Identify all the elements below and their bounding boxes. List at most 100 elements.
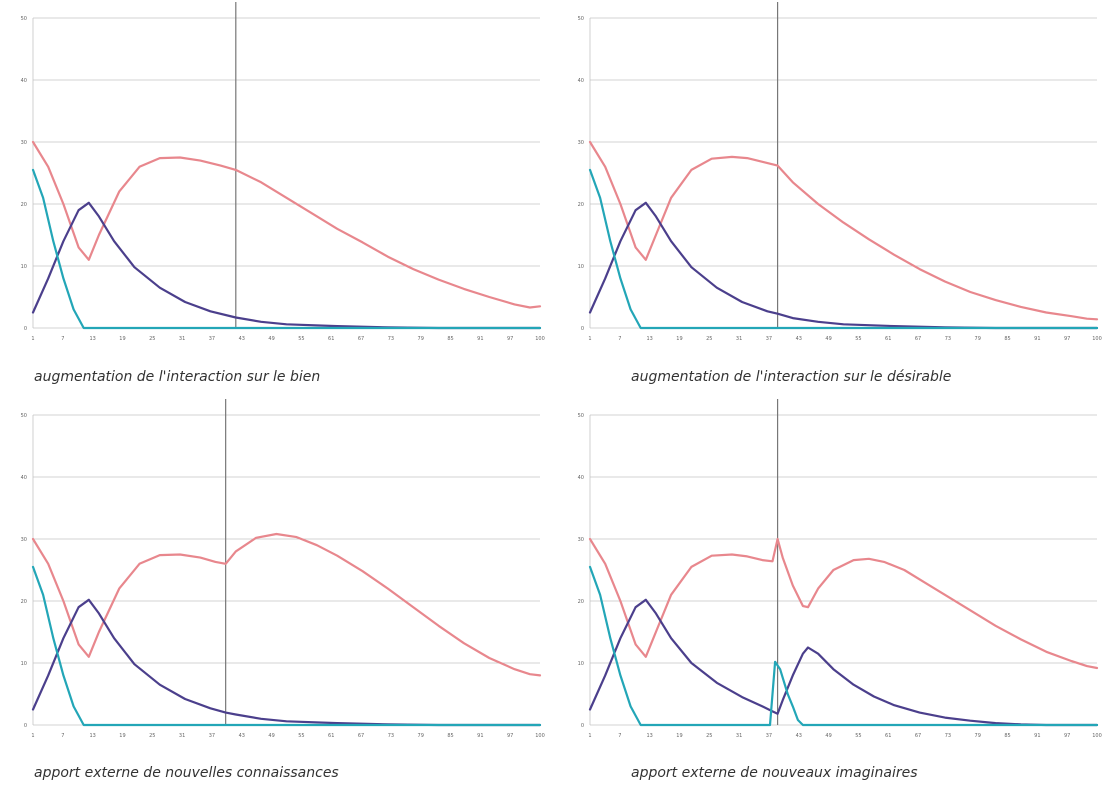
chart-caption-1: augmentation de l'interaction sur le bie… <box>34 369 321 385</box>
x-tick-label: 73 <box>945 733 951 739</box>
chart-caption-2: augmentation de l'interaction sur le dés… <box>631 369 952 385</box>
x-tick-label: 85 <box>447 733 453 739</box>
series-line-pink <box>588 537 1099 670</box>
x-tick-label: 55 <box>298 733 304 739</box>
x-tick-label: 97 <box>507 336 513 342</box>
x-tick-label: 1 <box>588 336 591 342</box>
x-tick-label: 25 <box>706 336 712 342</box>
y-tick-label: 50 <box>21 16 27 22</box>
y-tick-label: 50 <box>578 16 584 22</box>
y-tick-label: 10 <box>578 661 584 667</box>
x-tick-label: 1 <box>31 336 34 342</box>
series-line-teal <box>31 168 542 330</box>
x-tick-label: 31 <box>736 733 742 739</box>
x-tick-label: 85 <box>447 336 453 342</box>
x-tick-label: 97 <box>1064 336 1070 342</box>
x-tick-label: 13 <box>89 733 95 739</box>
x-tick-label: 91 <box>1034 336 1040 342</box>
chart-caption-3: apport externe de nouvelles connaissance… <box>34 765 339 781</box>
series-line-purple <box>588 598 1099 727</box>
x-tick-label: 73 <box>388 733 394 739</box>
x-tick-label: 7 <box>618 336 621 342</box>
x-tick-label: 67 <box>915 336 921 342</box>
x-tick-label: 100 <box>535 336 545 342</box>
x-tick-label: 61 <box>885 733 891 739</box>
x-tick-label: 37 <box>209 733 215 739</box>
y-tick-label: 40 <box>578 475 584 481</box>
x-tick-label: 31 <box>179 733 185 739</box>
x-tick-label: 61 <box>885 336 891 342</box>
x-tick-label: 37 <box>209 336 215 342</box>
y-tick-label: 0 <box>24 723 27 729</box>
x-tick-label: 25 <box>149 336 155 342</box>
y-tick-label: 50 <box>21 413 27 419</box>
x-tick-label: 1 <box>588 733 591 739</box>
x-tick-label: 100 <box>1092 733 1102 739</box>
y-tick-label: 10 <box>21 661 27 667</box>
x-tick-label: 37 <box>766 733 772 739</box>
series-line-purple <box>31 598 542 727</box>
chart-caption-4: apport externe de nouveaux imaginaires <box>631 765 918 781</box>
x-tick-label: 97 <box>507 733 513 739</box>
x-tick-label: 13 <box>646 733 652 739</box>
y-tick-label: 10 <box>21 264 27 270</box>
x-tick-label: 67 <box>915 733 921 739</box>
y-tick-label: 30 <box>21 140 27 146</box>
x-tick-label: 43 <box>239 733 245 739</box>
x-tick-label: 43 <box>796 336 802 342</box>
x-tick-label: 25 <box>706 733 712 739</box>
series-line-teal <box>588 565 1099 727</box>
x-tick-label: 1 <box>31 733 34 739</box>
x-tick-label: 79 <box>418 733 424 739</box>
x-tick-label: 85 <box>1004 336 1010 342</box>
x-tick-label: 55 <box>298 336 304 342</box>
x-tick-label: 43 <box>239 336 245 342</box>
y-tick-label: 0 <box>24 326 27 332</box>
x-tick-label: 31 <box>736 336 742 342</box>
x-tick-label: 61 <box>328 336 334 342</box>
x-tick-label: 19 <box>676 733 682 739</box>
series-line-purple <box>588 201 1099 330</box>
x-tick-label: 31 <box>179 336 185 342</box>
x-tick-label: 55 <box>855 733 861 739</box>
x-tick-label: 37 <box>766 336 772 342</box>
chart-panel-2: 50 40 30 20 10 0 1 7 13 19 25 31 37 43 49 55 61 67 73 79 85 9… <box>557 0 1113 397</box>
x-tick-label: 49 <box>825 733 831 739</box>
x-tick-label: 79 <box>975 336 981 342</box>
y-tick-label: 50 <box>578 413 584 419</box>
y-tick-label: 20 <box>578 202 584 208</box>
x-tick-label: 49 <box>825 336 831 342</box>
y-tick-label: 40 <box>21 475 27 481</box>
chart-panel-1: 50 40 30 20 10 0 1 7 13 19 25 31 37 43 49 55 61 67 73 79 85 9… <box>0 0 556 397</box>
x-tick-label: 13 <box>89 336 95 342</box>
x-tick-label: 49 <box>268 733 274 739</box>
x-tick-label: 67 <box>358 336 364 342</box>
y-tick-label: 30 <box>578 537 584 543</box>
x-tick-label: 79 <box>975 733 981 739</box>
y-tick-label: 40 <box>578 78 584 84</box>
x-tick-label: 85 <box>1004 733 1010 739</box>
series-line-purple <box>31 201 542 330</box>
y-tick-label: 0 <box>581 723 584 729</box>
x-tick-label: 73 <box>388 336 394 342</box>
x-tick-label: 7 <box>61 336 64 342</box>
series-line-pink <box>31 140 542 309</box>
series-line-pink <box>31 532 542 677</box>
y-tick-label: 0 <box>581 326 584 332</box>
x-tick-label: 91 <box>477 733 483 739</box>
x-tick-label: 19 <box>676 336 682 342</box>
y-tick-label: 10 <box>578 264 584 270</box>
x-tick-label: 91 <box>1034 733 1040 739</box>
x-tick-label: 7 <box>618 733 621 739</box>
series-line-teal <box>588 168 1099 330</box>
y-tick-label: 20 <box>578 599 584 605</box>
x-tick-label: 79 <box>418 336 424 342</box>
series-line-pink <box>588 140 1099 321</box>
x-tick-label: 13 <box>646 336 652 342</box>
chart-panel-3: 50 40 30 20 10 0 1 7 13 19 25 31 37 43 49 55 61 67 73 79 85 9… <box>0 397 556 794</box>
y-tick-label: 30 <box>578 140 584 146</box>
